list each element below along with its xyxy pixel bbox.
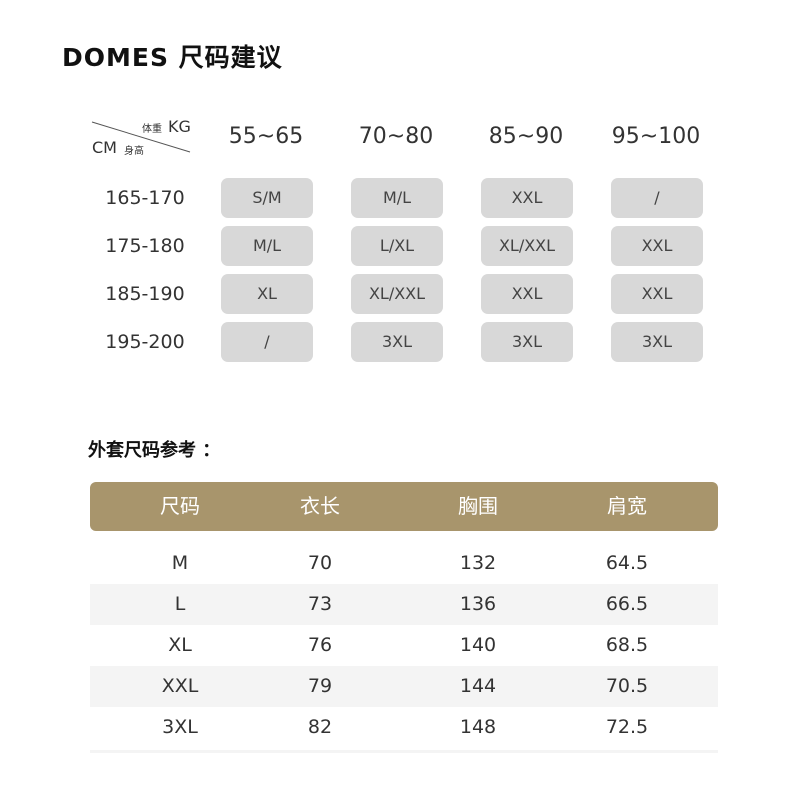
cell-shoulder: 64.5 — [605, 552, 649, 574]
size-cell: / — [221, 322, 313, 362]
cell-length: 82 — [307, 716, 333, 738]
cell-shoulder: 68.5 — [605, 634, 649, 656]
size-cell: L/XL — [351, 226, 443, 266]
height-row-label: 185-190 — [105, 283, 185, 305]
size-cell: M/L — [351, 178, 443, 218]
weight-label: 体重 — [142, 124, 162, 135]
cell-chest: 140 — [459, 634, 497, 656]
size-cell: XXL — [611, 274, 703, 314]
page-title: DOMES 尺码建议 — [62, 43, 283, 72]
size-cell: / — [611, 178, 703, 218]
height-row-label: 165-170 — [105, 187, 185, 209]
height-row-label: 195-200 — [105, 331, 185, 353]
table-row: 3XL 82 148 72.5 — [90, 707, 718, 748]
weight-header: 85~90 — [488, 124, 564, 149]
column-header: 尺码 — [160, 494, 200, 518]
table-row: L 73 136 66.5 — [90, 584, 718, 625]
column-header: 肩宽 — [607, 494, 647, 518]
section-subtitle: 外套尺码参考 ： — [88, 440, 221, 461]
height-unit: CM — [92, 138, 117, 157]
cell-shoulder: 66.5 — [605, 593, 649, 615]
cell-chest: 132 — [459, 552, 497, 574]
column-header: 衣长 — [300, 494, 340, 518]
weight-unit: KG — [168, 117, 191, 136]
grid-corner-header: 体重 KG CM 身高 — [90, 114, 194, 158]
cell-chest: 148 — [459, 716, 497, 738]
size-cell: 3XL — [611, 322, 703, 362]
size-cell: M/L — [221, 226, 313, 266]
table-bottom-rule — [90, 750, 718, 753]
cell-size: 3XL — [162, 716, 198, 738]
cell-shoulder: 70.5 — [605, 675, 649, 697]
weight-header: 70~80 — [358, 124, 434, 149]
table-row: M 70 132 64.5 — [90, 543, 718, 584]
cell-shoulder: 72.5 — [605, 716, 649, 738]
cell-chest: 144 — [459, 675, 497, 697]
size-cell: XXL — [481, 274, 573, 314]
cell-length: 70 — [307, 552, 333, 574]
table-header: 尺码 衣长 胸围 肩宽 — [90, 482, 718, 531]
table-row: XL 76 140 68.5 — [90, 625, 718, 666]
cell-size: M — [171, 552, 189, 574]
weight-header: 95~100 — [611, 124, 701, 149]
cell-length: 76 — [307, 634, 333, 656]
size-cell: S/M — [221, 178, 313, 218]
size-cell: XL/XXL — [351, 274, 443, 314]
cell-size: L — [174, 593, 186, 615]
size-cell: XL — [221, 274, 313, 314]
height-row-label: 175-180 — [105, 235, 185, 257]
weight-header: 55~65 — [228, 124, 304, 149]
cell-size: XL — [168, 634, 192, 656]
size-cell: 3XL — [351, 322, 443, 362]
size-cell: 3XL — [481, 322, 573, 362]
column-header: 胸围 — [458, 494, 498, 518]
cell-length: 79 — [307, 675, 333, 697]
size-cell: XXL — [611, 226, 703, 266]
size-cell: XXL — [481, 178, 573, 218]
height-label: 身高 — [124, 146, 144, 157]
cell-chest: 136 — [459, 593, 497, 615]
diagonal-divider — [91, 121, 191, 153]
table-row: XXL 79 144 70.5 — [90, 666, 718, 707]
cell-length: 73 — [307, 593, 333, 615]
cell-size: XXL — [161, 675, 199, 697]
size-cell: XL/XXL — [481, 226, 573, 266]
